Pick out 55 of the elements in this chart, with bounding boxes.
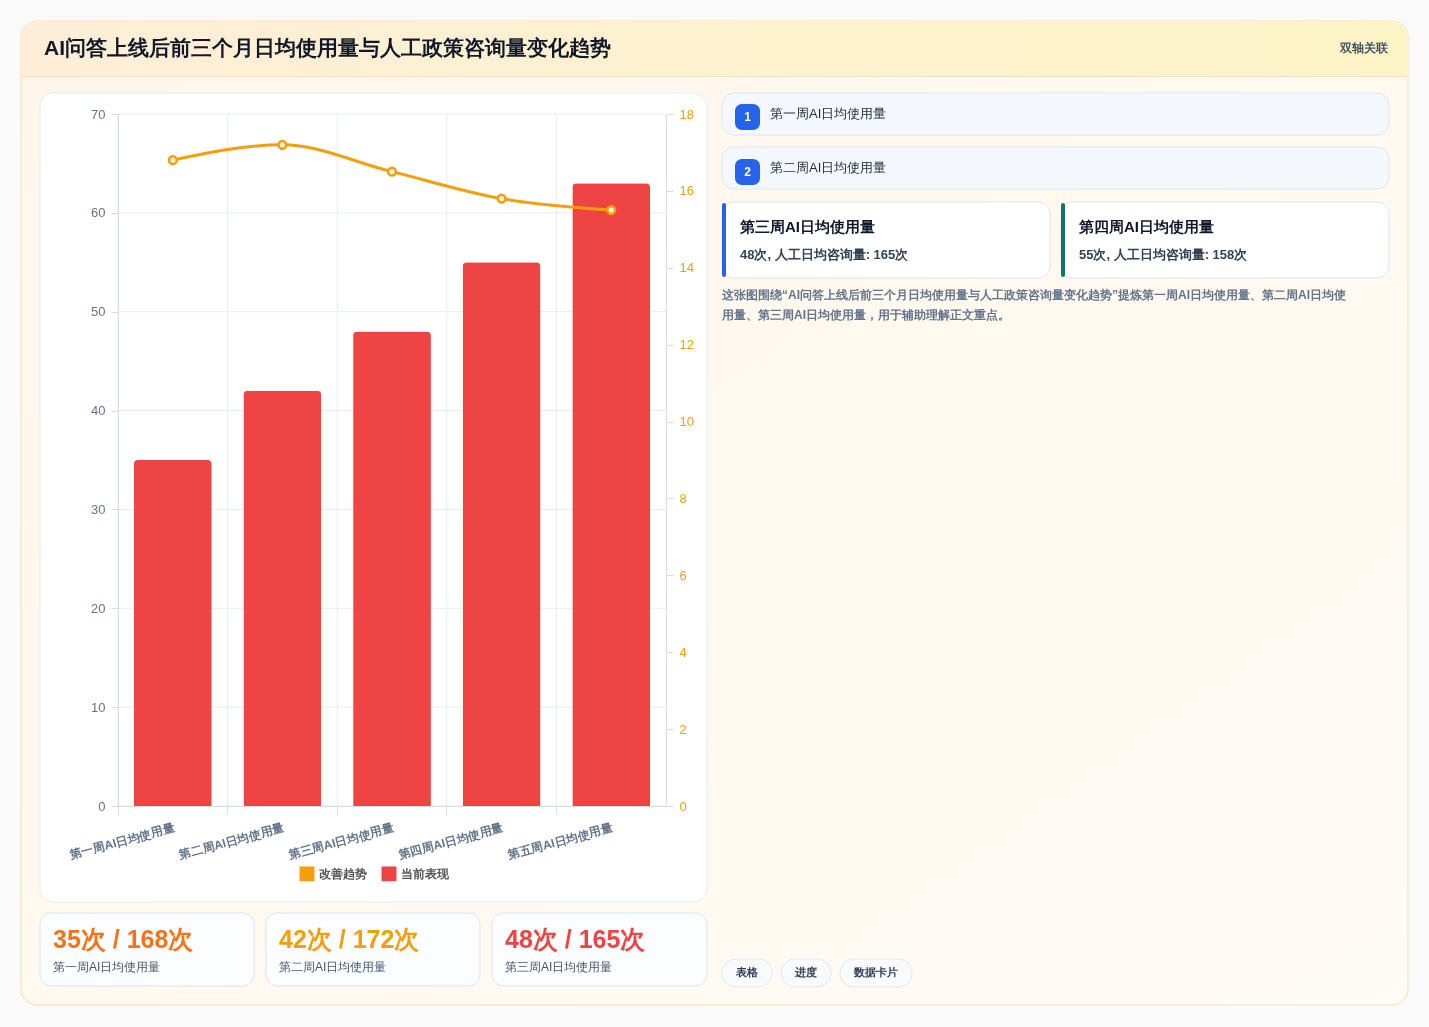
- y2-tick-label: 8: [679, 490, 687, 506]
- x-tick-label: 第一周AI日均使用量: [67, 820, 176, 863]
- y2-tick-label: 2: [679, 721, 687, 737]
- x-tick-label: 第三周AI日均使用量: [286, 820, 396, 863]
- x-tick-label: 第五周AI日均使用量: [505, 820, 615, 863]
- y-tick-label: 0: [98, 798, 106, 814]
- text: 进度: [794, 966, 817, 978]
- text: 第三周AI日均使用量: [739, 218, 875, 235]
- y-tick-label: 40: [91, 403, 106, 419]
- y-tick-label: 70: [91, 106, 106, 122]
- y2-tick-label: 18: [679, 106, 694, 122]
- y2-tick-label: 14: [679, 260, 694, 276]
- y2-tick-label: 6: [679, 567, 687, 583]
- text: 48次 / 165次: [505, 925, 647, 953]
- y-tick-label: 30: [91, 501, 106, 517]
- text: 数据卡片: [853, 966, 898, 978]
- bar: [462, 262, 541, 806]
- y-tick-label: 20: [91, 600, 106, 616]
- y2-tick-label: 12: [679, 337, 694, 353]
- text: 双轴关联: [1339, 41, 1389, 55]
- y2-tick-label: 16: [679, 183, 694, 199]
- text: 第三周AI日均使用量: [505, 960, 613, 974]
- y-tick-label: 60: [91, 205, 106, 221]
- bar: [572, 183, 651, 806]
- bar: [133, 460, 212, 806]
- point: [496, 193, 507, 204]
- text: 这张图围绕“AI问答上线后前三个月日均使用量与人工政策咨询量变化趋势”提炼第一周AI日均使用量、第二周AI日均使用量、第三周AI日均使用量，用于辅助理解正文重点。: [721, 288, 1346, 322]
- bar: [353, 331, 431, 806]
- text: 第一周AI日均使用量: [53, 960, 161, 974]
- text: 35次 / 168次: [53, 925, 195, 953]
- legend-label: 当前表现: [400, 866, 450, 881]
- x-tick-label: 第二周AI日均使用量: [176, 820, 286, 863]
- point: [606, 205, 617, 216]
- text: 表格: [735, 966, 759, 978]
- text: 第二周AI日均使用量: [279, 960, 387, 974]
- text: 2: [744, 165, 752, 179]
- text: 1: [744, 110, 752, 124]
- text: 第二周AI日均使用量: [770, 160, 887, 175]
- text: 第一周AI日均使用量: [770, 106, 887, 121]
- y2-tick-label: 0: [679, 798, 687, 814]
- x-tick-label: 第四周AI日均使用量: [395, 820, 505, 863]
- y-tick-label: 50: [91, 304, 106, 320]
- bar: [243, 390, 322, 806]
- chart-title: AI问答上线后前三个月日均使用量与人工政策咨询量变化趋势: [44, 36, 611, 59]
- y-tick-label: 10: [91, 699, 106, 715]
- point: [386, 166, 398, 177]
- legend-label: 改善趋势: [318, 866, 367, 881]
- text: 55次, 人工日均咨询量: 158次: [1079, 247, 1249, 262]
- text: 42次 / 172次: [279, 925, 421, 953]
- y2-tick-label: 4: [679, 644, 687, 660]
- text: 48次, 人工日均咨询量: 165次: [740, 247, 910, 262]
- point: [277, 139, 288, 150]
- y2-tick-label: 10: [679, 414, 694, 430]
- point: [167, 155, 178, 166]
- text: 第四周AI日均使用量: [1078, 218, 1214, 235]
